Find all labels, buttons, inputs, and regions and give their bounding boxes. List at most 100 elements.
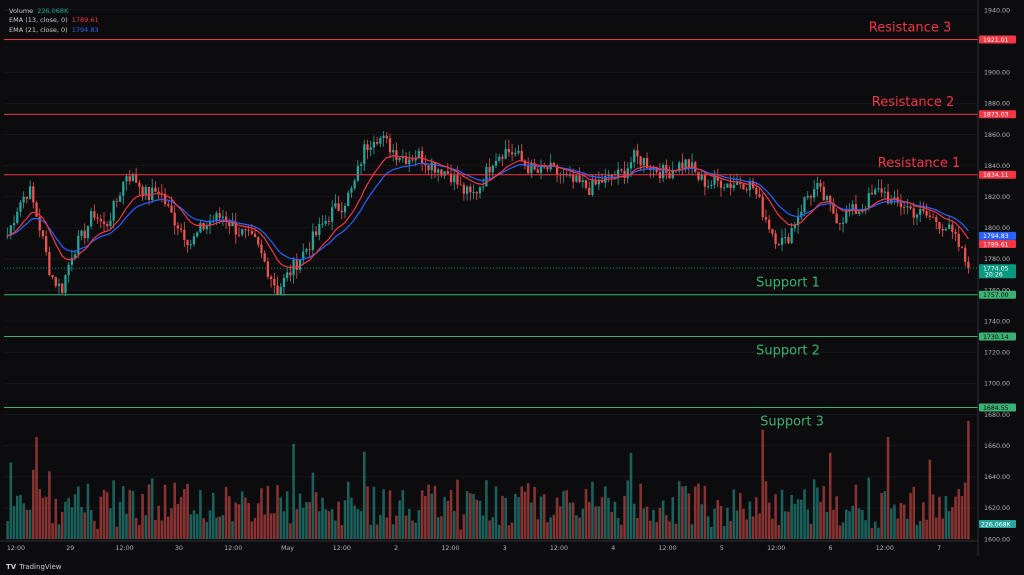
candle-body	[906, 206, 909, 208]
volume-bar	[89, 509, 93, 539]
candle-body	[433, 162, 437, 173]
volume-bar	[211, 492, 215, 539]
volume-bar	[510, 522, 514, 539]
candle-body	[858, 211, 861, 214]
volume-bar	[906, 518, 909, 539]
volume-bar	[359, 511, 363, 539]
candle-body	[141, 186, 144, 196]
candle-body	[363, 144, 366, 165]
volume-bar	[578, 517, 581, 539]
candle-body	[482, 186, 485, 188]
volume-bar	[44, 496, 48, 539]
x-tick-label: 12:00	[7, 545, 25, 552]
volume-bar	[877, 527, 880, 539]
volume-bar	[289, 523, 292, 539]
volume-bar	[80, 506, 83, 539]
volume-bar	[176, 504, 180, 539]
volume-bar	[292, 443, 295, 539]
candle-body	[899, 202, 903, 208]
candle-body	[527, 165, 530, 174]
candle-body	[472, 192, 475, 193]
candle-body	[106, 224, 109, 226]
volume-bar	[205, 522, 209, 539]
candle-body	[912, 208, 915, 218]
volume-bar	[131, 490, 135, 539]
volume-bar	[761, 429, 765, 539]
level-price-tag-bg	[979, 170, 1016, 179]
candle-body	[838, 223, 841, 225]
volume-bar	[642, 508, 646, 539]
x-tick-label: 29	[66, 545, 74, 552]
volume-bar	[427, 484, 430, 539]
volume-bar	[613, 501, 617, 539]
candle-body	[841, 222, 845, 224]
volume-bar	[311, 472, 315, 539]
level-price-tag: 1684.55	[983, 405, 1009, 412]
volume-bar	[883, 491, 887, 539]
candle-body	[706, 185, 710, 187]
volume-bar	[228, 496, 231, 539]
candle-body	[748, 180, 752, 191]
volume-bar	[433, 485, 437, 539]
candle-body	[719, 180, 723, 188]
volume-bar	[301, 507, 305, 539]
volume-bar	[375, 524, 379, 539]
volume-bar	[330, 509, 334, 539]
candle-body	[67, 264, 70, 276]
level-price-tag: 1757.00	[983, 292, 1009, 299]
level-price-tag-bg	[979, 290, 1016, 299]
candle-body	[886, 191, 890, 204]
volume-bar	[273, 513, 276, 539]
legend-ema21-value: 1794.83	[71, 25, 99, 34]
candle-body	[257, 237, 260, 245]
candle-body	[305, 249, 308, 252]
volume-bar	[366, 486, 369, 539]
candle-body	[25, 196, 29, 199]
candle-body	[115, 201, 118, 202]
volume-bar	[706, 516, 710, 539]
volume-bar	[645, 506, 649, 539]
candle-body	[507, 148, 511, 153]
volume-tag: 226.068K	[981, 521, 1012, 528]
volume-bar	[35, 437, 38, 539]
volume-bar	[931, 494, 935, 539]
level-label: Resistance 2	[872, 95, 954, 110]
volume-bar	[144, 515, 148, 539]
volume-bar	[562, 491, 565, 539]
candle-body	[430, 162, 433, 171]
volume-bar	[610, 512, 613, 539]
candle-body	[780, 237, 784, 245]
volume-bar	[436, 517, 440, 539]
candle-body	[877, 188, 880, 190]
volume-bar	[925, 519, 928, 539]
candle-body	[28, 186, 32, 199]
candle-body	[517, 150, 520, 153]
candle-body	[629, 162, 633, 169]
candle-body	[597, 180, 600, 185]
candle-body	[893, 197, 896, 199]
candle-body	[645, 157, 649, 168]
volume-bar	[514, 493, 517, 539]
candle-body	[568, 174, 572, 176]
candle-body	[266, 261, 270, 277]
volume-bar	[909, 493, 912, 539]
volume-bar	[790, 494, 793, 539]
candle-body	[9, 225, 12, 236]
candle-body	[366, 144, 369, 150]
volume-bar	[767, 502, 771, 539]
candle-body	[237, 234, 241, 236]
volume-bar	[963, 482, 967, 539]
candle-body	[787, 237, 790, 243]
volume-bar	[848, 511, 851, 539]
volume-bar	[122, 486, 125, 539]
candle-body	[469, 186, 472, 193]
candle-body	[922, 208, 925, 212]
volume-bar	[533, 486, 536, 539]
y-tick-label: 1840.00	[984, 163, 1010, 170]
volume-bar	[469, 493, 472, 539]
candle-body	[282, 277, 286, 288]
tradingview-branding[interactable]: TV TradingView	[6, 563, 62, 571]
candle-body	[19, 202, 22, 212]
